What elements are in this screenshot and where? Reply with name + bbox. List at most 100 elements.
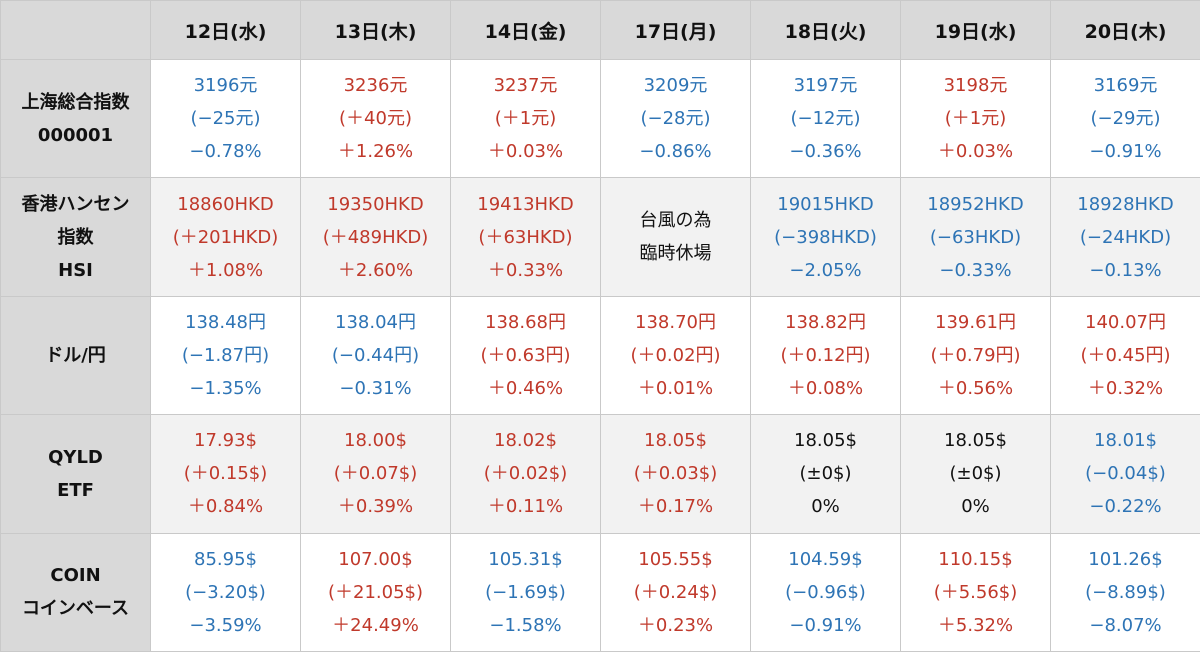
row-label-line: ドル/円 [45, 344, 106, 366]
change-amount: (−24HKD) [1079, 226, 1172, 248]
value-cell: 3169元 (−29元) −0.91% [1050, 58, 1200, 179]
value-cell: 19413HKD (＋63HKD) ＋0.33% [450, 177, 601, 297]
price-value: 18.00$ [344, 430, 407, 452]
day-header: 19日(水) [900, 0, 1051, 60]
price-value: 139.61円 [935, 311, 1016, 333]
change-amount: (−8.89$) [1085, 581, 1166, 603]
value-cell: 3196元 (−25元) −0.78% [150, 58, 301, 179]
value-cell: 18860HKD (＋201HKD) ＋1.08% [150, 177, 301, 297]
value-cell: 18.05$ (＋0.03$) ＋0.17% [600, 414, 751, 534]
value-cell: 18.00$ (＋0.07$) ＋0.39% [300, 414, 451, 534]
value-cell: 140.07円 (＋0.45円) ＋0.32% [1050, 295, 1200, 416]
price-value: 18.05$ [794, 430, 857, 452]
value-cell: 19015HKD (−398HKD) −2.05% [750, 177, 901, 297]
price-value: 138.70円 [635, 311, 716, 333]
table-row: 上海総合指数 000001 3196元 (−25元) −0.78% 3236元 (＋40元)… [0, 58, 1200, 179]
change-amount: (＋5.56$) [933, 581, 1018, 603]
change-amount: (＋1元) [494, 108, 557, 130]
change-amount: (＋1元) [944, 108, 1007, 130]
change-amount: (＋0.24$) [633, 581, 718, 603]
change-amount: (−398HKD) [774, 226, 877, 248]
value-cell: 3236元 (＋40元) ＋1.26% [300, 58, 451, 179]
price-value: 138.04円 [335, 311, 416, 333]
closure-note: 台風の為 [639, 210, 712, 232]
price-value: 3197元 [793, 75, 858, 97]
value-cell: 138.68円 (＋0.63円) ＋0.46% [450, 295, 601, 416]
change-amount: (−0.44円) [331, 344, 420, 366]
price-value: 105.55$ [638, 548, 713, 570]
value-cell: 138.48円 (−1.87円) −1.35% [150, 295, 301, 416]
value-cell: 19350HKD (＋489HKD) ＋2.60% [300, 177, 451, 297]
price-value: 138.68円 [485, 311, 566, 333]
day-header: 13日(木) [300, 0, 451, 60]
change-percent: ＋0.39% [337, 496, 414, 518]
value-cell: 105.31$ (−1.69$) −1.58% [450, 532, 601, 652]
change-amount: (＋0.03$) [633, 463, 718, 485]
row-label-line: COIN [50, 565, 101, 587]
table-body: 上海総合指数 000001 3196元 (−25元) −0.78% 3236元 (＋40元)… [0, 58, 1200, 652]
value-cell: 138.70円 (＋0.02円) ＋0.01% [600, 295, 751, 416]
change-percent: −0.31% [339, 377, 412, 399]
change-amount: (−3.20$) [185, 581, 266, 603]
change-amount: (＋63HKD) [478, 226, 573, 248]
value-cell: 101.26$ (−8.89$) −8.07% [1050, 532, 1200, 652]
value-cell: 3237元 (＋1元) ＋0.03% [450, 58, 601, 179]
price-value: 3237元 [493, 75, 558, 97]
change-amount: (＋0.15$) [183, 463, 268, 485]
row-label: ドル/円 [0, 295, 151, 416]
price-value: 18952HKD [927, 193, 1024, 215]
change-percent: ＋0.17% [637, 496, 714, 518]
change-percent: −0.86% [639, 141, 712, 163]
price-value: 19350HKD [327, 193, 424, 215]
change-percent: −0.78% [189, 141, 262, 163]
change-amount: (＋0.02円) [630, 344, 721, 366]
change-amount: (＋21.05$) [327, 581, 424, 603]
row-label: 上海総合指数 000001 [0, 58, 151, 179]
day-header: 12日(水) [150, 0, 301, 60]
price-value: 19015HKD [777, 193, 874, 215]
price-value: 110.15$ [938, 548, 1013, 570]
change-percent: −2.05% [789, 259, 862, 281]
change-amount: (±0$) [949, 463, 1002, 485]
row-label-line: ETF [57, 479, 94, 501]
change-percent: −0.36% [789, 141, 862, 163]
price-value: 138.48円 [185, 311, 266, 333]
change-amount: (＋201HKD) [172, 226, 279, 248]
change-amount: (−29元) [1090, 108, 1161, 130]
change-amount: (＋0.02$) [483, 463, 568, 485]
price-value: 107.00$ [338, 548, 413, 570]
price-value: 3198元 [943, 75, 1008, 97]
price-value: 18928HKD [1077, 193, 1174, 215]
change-amount: (＋0.12円) [780, 344, 871, 366]
change-percent: ＋5.32% [937, 614, 1014, 636]
change-percent: −1.35% [189, 377, 262, 399]
value-cell: 18.05$ (±0$) 0% [750, 414, 901, 534]
price-value: 105.31$ [488, 548, 563, 570]
change-amount: (−0.04$) [1085, 463, 1166, 485]
row-label-line: 指数 [57, 226, 94, 248]
change-percent: −0.91% [789, 614, 862, 636]
value-cell: 110.15$ (＋5.56$) ＋5.32% [900, 532, 1051, 652]
row-label-line: 000001 [37, 124, 114, 146]
change-percent: ＋1.26% [337, 141, 414, 163]
change-amount: (−12元) [790, 108, 861, 130]
table-row: 香港ハンセン 指数 HSI 18860HKD (＋201HKD) ＋1.08% 19350H… [0, 177, 1200, 297]
change-percent: −0.33% [939, 259, 1012, 281]
value-cell: 3209元 (−28元) −0.86% [600, 58, 751, 179]
price-value: 19413HKD [477, 193, 574, 215]
change-percent: ＋24.49% [332, 614, 419, 636]
value-cell: 3197元 (−12元) −0.36% [750, 58, 901, 179]
price-value: 18.05$ [944, 430, 1007, 452]
change-amount: (−63HKD) [929, 226, 1022, 248]
day-header: 18日(火) [750, 0, 901, 60]
value-cell: 104.59$ (−0.96$) −0.91% [750, 532, 901, 652]
value-cell: 3198元 (＋1元) ＋0.03% [900, 58, 1051, 179]
value-cell: 18952HKD (−63HKD) −0.33% [900, 177, 1051, 297]
change-amount: (−1.69$) [485, 581, 566, 603]
price-value: 18.05$ [644, 430, 707, 452]
row-label-line: コインベース [21, 598, 130, 620]
change-percent: ＋0.08% [787, 377, 864, 399]
row-label-line: 上海総合指数 [21, 91, 130, 113]
price-value: 18860HKD [177, 193, 274, 215]
